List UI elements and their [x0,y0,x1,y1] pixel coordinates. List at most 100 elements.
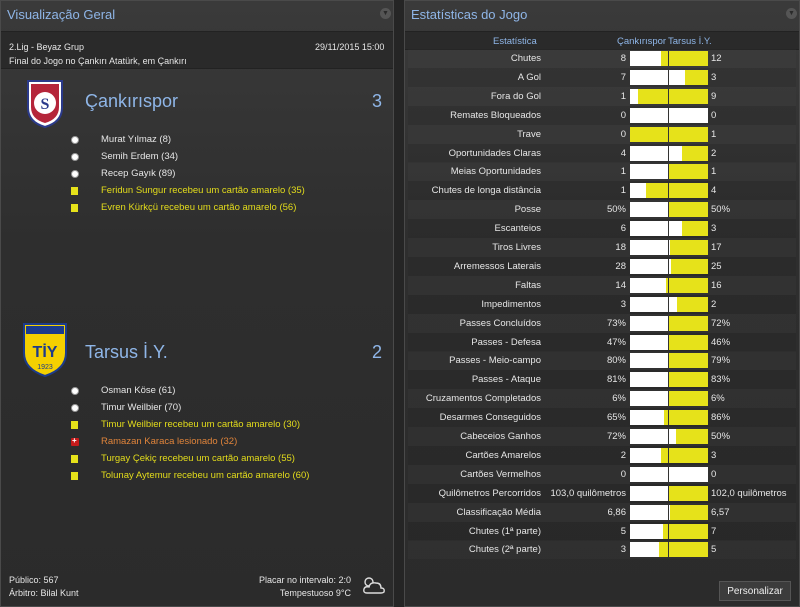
stat-row: Impedimentos 3 2 [408,294,796,314]
injury-cross-icon [71,436,79,446]
col-home-header[interactable]: Çankırıspor [617,36,667,47]
away-event[interactable]: Ramazan Karaca lesionado (32) [101,436,238,447]
away-event[interactable]: Osman Köse (61) [101,385,176,396]
stat-label: Faltas [515,279,541,291]
goal-ball-icon [71,170,79,178]
stat-label: Impedimentos [481,298,541,310]
yellow-card-icon [71,204,78,212]
stat-home-value: 14 [615,279,626,291]
stat-label: Tiros Livres [492,242,541,253]
stat-row: A Gol 7 3 [408,67,796,87]
bar-away-fill [630,126,708,142]
stat-comparison-bar [630,277,708,293]
stat-row: Passes - Defesa 47% 46% [408,332,796,352]
away-event[interactable]: Timur Weilbier recebeu um cartão amarelo… [101,419,301,430]
referee: Árbitro: Bilal Kunt [9,588,79,598]
stat-label: Remates Bloqueados [450,109,541,121]
stat-home-value: 18 [615,242,626,253]
stat-away-value: 6% [711,393,725,405]
svg-text:1923: 1923 [37,364,53,371]
stat-comparison-bar [630,145,708,161]
bar-away-fill [663,523,708,539]
away-team-name[interactable]: Tarsus İ.Y. [85,342,168,362]
bar-center-line [668,315,669,331]
bar-away-fill [669,353,708,369]
col-stat-header[interactable]: Estatística [493,36,537,47]
stat-row: Classificação Média 6,86 6,57 [408,503,796,522]
stat-comparison-bar [630,69,708,85]
home-event[interactable]: Semih Erdem (34) [101,151,179,162]
halftime-score: Placar no intervalo: 2:0 [258,575,351,585]
stat-label: Passes - Defesa [471,336,541,348]
away-event[interactable]: Timur Weilbier (70) [101,402,182,413]
stat-home-value: 1 [620,166,626,178]
bar-center-line [668,542,669,558]
stat-home-value: 2 [620,449,626,461]
stat-away-value: 3 [711,449,717,461]
home-event[interactable]: Murat Yılmaz (8) [101,134,172,145]
yellow-card-icon [71,472,78,480]
stat-away-value: 12 [711,53,722,64]
yellow-card-icon [71,455,78,463]
stat-label: Cartões Amarelos [465,449,541,461]
bar-center-line [668,258,669,274]
stat-row: Escanteios 6 3 [408,219,796,239]
stats-panel: Estatísticas do Jogo ▼ Estatística Çankı… [404,0,800,607]
home-event[interactable]: Evren Kürkçü recebeu um cartão amarelo (… [101,202,297,213]
bar-away-fill [669,315,708,331]
stat-label: Fora do Gol [490,90,541,102]
competition-label: 2.Lig - Beyaz Grup [9,42,85,52]
svg-text:TİY: TİY [33,343,58,361]
stat-away-value: 86% [711,412,731,424]
stat-comparison-bar [630,391,708,407]
bar-center-line [668,126,669,142]
stat-comparison-bar [630,126,708,142]
stat-away-value: 46% [711,336,731,348]
stat-row: Oportunidades Claras 4 2 [408,143,796,163]
stat-comparison-bar [630,296,708,312]
goal-ball-icon [71,404,79,412]
bar-center-line [668,334,669,350]
stat-row: Posse 50% 50% [408,200,796,219]
stat-label: Quilômetros Percorridos [438,487,541,499]
home-event[interactable]: Feridun Sungur recebeu um cartão amarelo… [101,185,305,196]
stats-title: Estatísticas do Jogo [411,7,528,22]
stat-label: Trave [517,128,541,140]
panel-options-icon[interactable]: ▼ [786,8,797,19]
stat-comparison-bar [630,107,708,123]
stat-home-value: 50% [606,204,626,216]
stat-home-value: 80% [606,355,626,367]
bar-center-line [668,88,669,104]
bar-away-fill [661,447,708,463]
bar-center-line [668,410,669,426]
stat-away-value: 50% [711,431,731,442]
bar-away-fill [671,258,708,274]
home-team-name[interactable]: Çankırıspor [85,91,179,111]
customize-button[interactable]: Personalizar [719,581,791,601]
bar-away-fill [669,164,708,180]
home-crest-icon: S [25,78,65,129]
home-event[interactable]: Recep Gayık (89) [101,168,176,179]
panel-options-icon[interactable]: ▼ [380,8,391,19]
away-crest-icon: TİY 1923 [21,321,69,378]
stat-comparison-bar [630,485,708,501]
away-event[interactable]: Tolunay Aytemur recebeu um cartão amarel… [101,470,310,481]
stat-home-value: 5 [620,525,626,537]
stat-label: Chutes (1ª parte) [468,525,541,537]
stat-home-value: 28 [615,260,626,272]
stat-home-value: 6,86 [607,506,627,518]
bar-center-line [668,466,669,482]
bar-center-line [668,202,669,218]
bar-away-fill [666,277,708,293]
stat-row: Faltas 14 16 [408,276,796,295]
stat-comparison-bar [630,353,708,369]
stat-label: Posse [514,204,541,216]
stat-home-value: 0 [620,468,626,480]
bar-away-fill [682,145,708,161]
away-event[interactable]: Turgay Çekiç recebeu um cartão amarelo (… [101,453,295,464]
yellow-card-icon [71,421,78,429]
yellow-card-icon [71,187,78,195]
stat-home-value: 0 [620,128,626,140]
stat-row: Arremessos Laterais 28 25 [408,256,796,276]
col-away-header[interactable]: Tarsus İ.Y. [668,36,712,47]
